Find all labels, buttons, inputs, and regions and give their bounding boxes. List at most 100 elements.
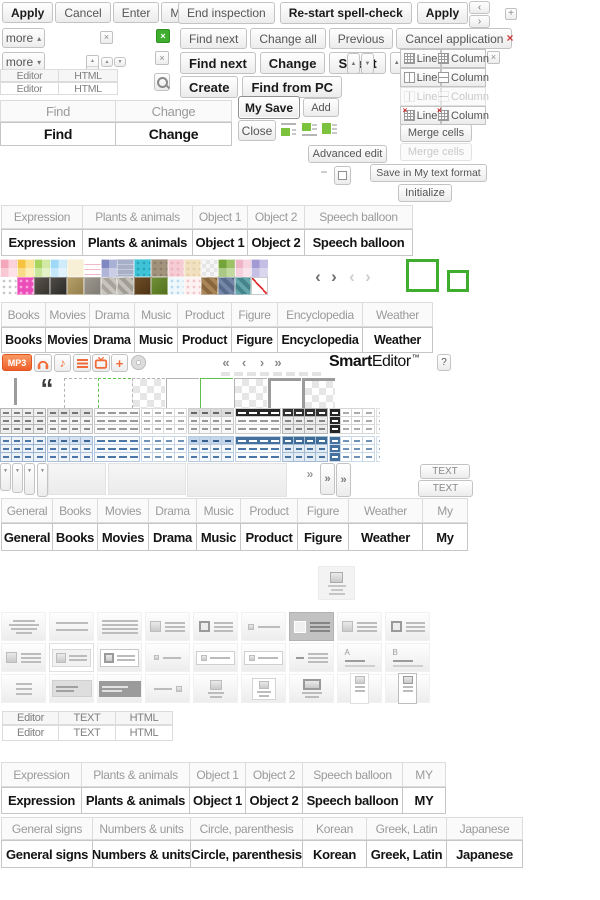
table-style-option-blue[interactable] [282, 436, 328, 462]
layout-option[interactable] [49, 612, 94, 641]
tab-speech-balloon[interactable]: Speech balloon [305, 229, 413, 256]
table-style-option-gray[interactable] [235, 408, 281, 434]
table-style-option-gray[interactable] [282, 408, 328, 434]
tab-encyclopedia[interactable]: Encyclopedia [278, 302, 363, 327]
tab-expression[interactable]: Expression [1, 762, 82, 787]
tab-movies[interactable]: Movies [98, 498, 149, 523]
search-button[interactable] [154, 73, 170, 91]
tab-korean[interactable]: Korean [303, 817, 367, 840]
close-icon-red[interactable]: × [506, 31, 514, 45]
column-button[interactable]: Column [438, 49, 489, 68]
mini-dropdown-button[interactable]: ▼ [0, 463, 11, 491]
table-style-option-gray[interactable] [188, 408, 234, 434]
tab-object-1[interactable]: Object 1 [193, 205, 248, 229]
headphones-button[interactable] [34, 354, 52, 372]
tab-plants-animals[interactable]: Plants & animals [83, 229, 193, 256]
tab-music[interactable]: Music [197, 498, 241, 523]
playlist-button[interactable] [73, 354, 91, 372]
tab-html[interactable]: HTML [116, 725, 173, 741]
tab-general[interactable]: General [1, 498, 53, 523]
palette-swatch[interactable] [16, 259, 34, 277]
layout-option[interactable] [1, 674, 46, 703]
tab-editor[interactable]: Editor [0, 69, 59, 82]
palette-swatch[interactable] [100, 277, 118, 295]
layout-option[interactable] [97, 643, 142, 672]
go-first-button[interactable]: « [222, 354, 230, 370]
layout-option[interactable] [97, 612, 142, 641]
layout-option[interactable] [193, 612, 238, 641]
align-image-bottom-button[interactable] [279, 121, 297, 139]
palette-swatch[interactable] [251, 259, 268, 277]
previous-button[interactable]: Previous [328, 28, 394, 49]
tab-movies[interactable]: Movies [46, 302, 90, 327]
tab-editor[interactable]: Editor [0, 82, 59, 95]
tab-weather[interactable]: Weather [363, 327, 433, 353]
palette-swatch[interactable] [16, 277, 34, 295]
selection-box-small[interactable] [447, 270, 469, 292]
mini-dropdown-button[interactable]: ▼ [37, 463, 48, 497]
table-style-option-blue[interactable] [0, 436, 46, 462]
find-from-pc-button[interactable]: Find from PC [242, 76, 343, 98]
tab-figure[interactable]: Figure [232, 327, 278, 353]
tab-product[interactable]: Product [241, 498, 298, 523]
palette-swatch[interactable] [134, 277, 151, 295]
palette-prev-button-disabled[interactable]: ‹ [349, 266, 355, 286]
table-style-option-blue[interactable] [141, 436, 187, 462]
tab-drama[interactable]: Drama [149, 523, 197, 551]
add-media-button[interactable]: + [111, 354, 128, 372]
re-start-spell-check-button[interactable]: Re-start spell-check [279, 2, 412, 24]
tab-movies[interactable]: Movies [46, 327, 90, 353]
palette-swatch[interactable] [33, 277, 51, 295]
tab-figure[interactable]: Figure [298, 498, 349, 523]
palette-next-button-disabled[interactable]: › [365, 266, 371, 286]
tab-product[interactable]: Product [178, 302, 232, 327]
select-up-button[interactable]: ▲ [347, 53, 360, 74]
tab-general-signs[interactable]: General signs [1, 817, 93, 840]
add-label-button[interactable]: Add [303, 98, 339, 117]
table-style-option-gray[interactable] [94, 408, 140, 434]
tab-text[interactable]: TEXT [59, 725, 116, 741]
tab-object-2[interactable]: Object 2 [246, 787, 303, 814]
spin-down-button[interactable]: ▼ [114, 57, 126, 67]
find-next-button[interactable]: Find next [180, 52, 256, 74]
my-save-label-button[interactable]: My Save [238, 96, 300, 119]
line-button[interactable]: Line [400, 49, 441, 68]
table-style-option-gray[interactable] [329, 408, 375, 434]
save-format-label-button[interactable]: Save in My text format [370, 164, 487, 182]
create-button[interactable]: Create [180, 76, 239, 98]
palette-swatch[interactable] [83, 277, 101, 295]
layout-option[interactable]: A [337, 643, 382, 672]
layout-option[interactable] [337, 673, 382, 704]
tab-html[interactable]: HTML [59, 82, 118, 95]
line-button[interactable]: × Line [400, 106, 441, 125]
layout-option[interactable] [241, 643, 286, 672]
tab-speech-balloon[interactable]: Speech balloon [305, 205, 413, 229]
change-button[interactable]: Change [259, 52, 326, 74]
border-style-option[interactable] [64, 378, 97, 408]
border-style-option[interactable] [302, 378, 335, 408]
palette-swatch[interactable] [167, 277, 185, 295]
palette-swatch[interactable] [33, 259, 51, 277]
mini-dropdown-button[interactable]: ▼ [12, 463, 23, 493]
tab-editor[interactable]: Editor [2, 711, 59, 725]
border-style-option[interactable] [234, 378, 267, 408]
palette-swatch[interactable] [50, 277, 67, 295]
tab-my[interactable]: My [423, 523, 468, 551]
tab-greek-latin[interactable]: Greek, Latin [367, 817, 447, 840]
layout-option[interactable] [193, 643, 238, 672]
table-style-option-blue[interactable] [376, 436, 380, 462]
stepper-up-button[interactable]: ▲ [90, 57, 95, 64]
table-style-option-gray[interactable] [141, 408, 187, 434]
tab-japanese[interactable]: Japanese [447, 840, 523, 868]
change-all-button[interactable]: Change all [250, 28, 326, 49]
tab-change[interactable]: Change [116, 100, 232, 122]
apply-button[interactable]: Apply [2, 2, 54, 23]
more-pages-button[interactable]: » [320, 463, 335, 495]
table-style-option-blue[interactable] [329, 436, 375, 462]
palette-swatch[interactable] [201, 277, 218, 295]
plus-button[interactable]: + [505, 8, 517, 20]
tab-books[interactable]: Books [53, 523, 98, 551]
align-image-left-button[interactable] [300, 121, 318, 139]
palette-next-button[interactable]: › [331, 266, 337, 286]
palette-swatch[interactable] [67, 277, 84, 295]
